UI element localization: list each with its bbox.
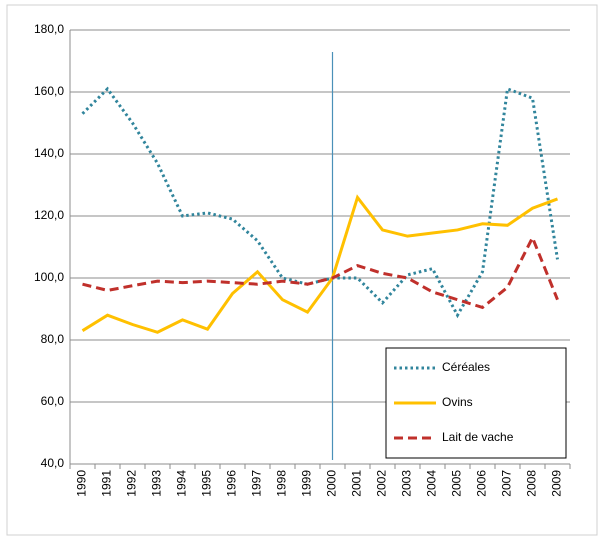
x-tick-label: 2008 xyxy=(525,470,539,497)
y-tick-label: 160,0 xyxy=(34,84,64,98)
x-tick-label: 1994 xyxy=(175,470,189,497)
x-tick-label: 1990 xyxy=(75,470,89,497)
x-tick-label: 2005 xyxy=(450,470,464,497)
x-tick-label: 2004 xyxy=(425,470,439,497)
x-tick-label: 1998 xyxy=(275,470,289,497)
x-tick-label: 1992 xyxy=(125,470,139,497)
legend-label: Lait de vache xyxy=(442,430,514,444)
y-tick-label: 80,0 xyxy=(41,332,65,346)
y-tick-label: 40,0 xyxy=(41,456,65,470)
x-tick-label: 2007 xyxy=(500,470,514,497)
y-tick-label: 120,0 xyxy=(34,208,64,222)
y-tick-label: 180,0 xyxy=(34,22,64,36)
x-tick-label: 2003 xyxy=(400,470,414,497)
x-tick-label: 2001 xyxy=(350,470,364,497)
x-tick-label: 2009 xyxy=(550,470,564,497)
x-tick-label: 1997 xyxy=(250,470,264,497)
x-tick-label: 1996 xyxy=(225,470,239,497)
x-tick-label: 2006 xyxy=(475,470,489,497)
x-tick-label: 1995 xyxy=(200,470,214,497)
x-tick-label: 1999 xyxy=(300,470,314,497)
legend-label: Ovins xyxy=(442,395,473,409)
x-tick-label: 2000 xyxy=(325,470,339,497)
x-tick-label: 1991 xyxy=(100,470,114,497)
legend-label: Céréales xyxy=(442,360,490,374)
y-tick-label: 100,0 xyxy=(34,270,64,284)
series-line xyxy=(82,234,559,310)
x-tick-label: 1993 xyxy=(150,470,164,497)
y-tick-label: 60,0 xyxy=(41,394,65,408)
series-line xyxy=(81,194,559,334)
legend: Céréales Ovins Lait de vache xyxy=(385,347,567,459)
y-tick-label: 140,0 xyxy=(34,146,64,160)
x-tick-label: 2002 xyxy=(375,470,389,497)
